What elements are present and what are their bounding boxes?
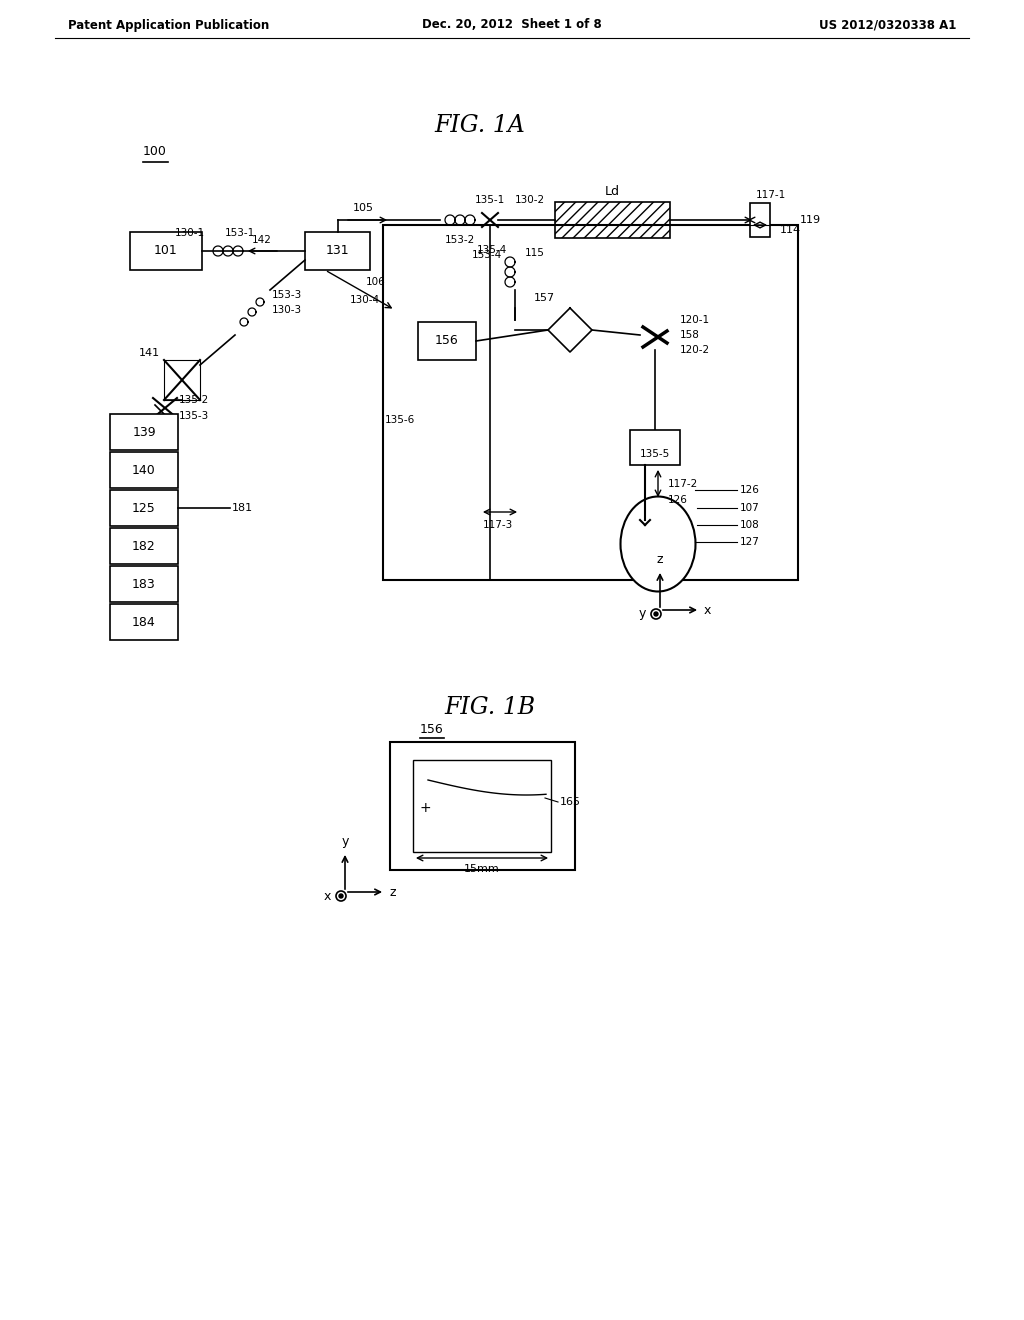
Text: 153-2: 153-2 <box>444 235 475 246</box>
Bar <box>630 430 680 465</box>
Bar <box>555 202 670 238</box>
Text: 140: 140 <box>132 463 156 477</box>
Text: 105: 105 <box>352 203 374 213</box>
Bar <box>110 451 178 488</box>
Text: 100: 100 <box>143 145 167 158</box>
Text: 125: 125 <box>132 502 156 515</box>
Text: z: z <box>656 553 664 566</box>
Text: 153-4: 153-4 <box>472 249 502 260</box>
Text: 165: 165 <box>560 797 581 807</box>
Text: 184: 184 <box>132 615 156 628</box>
Bar <box>110 490 178 525</box>
Text: 130-1: 130-1 <box>175 228 205 238</box>
Text: FIG. 1B: FIG. 1B <box>444 697 536 719</box>
Text: 183: 183 <box>132 578 156 590</box>
Text: 101: 101 <box>155 244 178 257</box>
Text: 130-3: 130-3 <box>272 305 302 315</box>
Text: 130-4: 130-4 <box>350 294 380 305</box>
Bar <box>110 528 178 564</box>
Text: 117-1: 117-1 <box>756 190 786 201</box>
Text: FIG. 1A: FIG. 1A <box>434 114 525 136</box>
Bar <box>413 760 551 851</box>
Text: 141: 141 <box>139 348 160 358</box>
Text: Ld: Ld <box>604 185 620 198</box>
Text: 127: 127 <box>740 537 760 546</box>
Text: y: y <box>341 836 349 847</box>
Bar <box>110 566 178 602</box>
Circle shape <box>654 612 658 616</box>
Text: Dec. 20, 2012  Sheet 1 of 8: Dec. 20, 2012 Sheet 1 of 8 <box>422 18 602 32</box>
Text: 139: 139 <box>132 425 156 438</box>
Text: 120-2: 120-2 <box>680 345 710 355</box>
Bar <box>130 232 202 271</box>
Text: US 2012/0320338 A1: US 2012/0320338 A1 <box>818 18 956 32</box>
Text: 115: 115 <box>525 248 545 257</box>
Bar <box>750 203 770 238</box>
Text: 182: 182 <box>132 540 156 553</box>
Text: 131: 131 <box>326 244 349 257</box>
Text: 117-2: 117-2 <box>668 479 698 488</box>
Bar <box>110 605 178 640</box>
Bar <box>390 742 575 870</box>
Text: 130-2: 130-2 <box>515 195 545 205</box>
Text: 153-3: 153-3 <box>272 290 302 300</box>
Bar <box>305 232 370 271</box>
Ellipse shape <box>621 496 695 591</box>
Text: 15mm: 15mm <box>464 865 500 874</box>
Text: 117-3: 117-3 <box>483 520 513 531</box>
Text: 135-3: 135-3 <box>179 411 209 421</box>
Text: Patent Application Publication: Patent Application Publication <box>68 18 269 32</box>
Text: 135-4: 135-4 <box>477 246 507 255</box>
Bar <box>383 224 798 579</box>
Text: 135-5: 135-5 <box>640 449 670 459</box>
Bar <box>418 322 476 360</box>
Text: 135-2: 135-2 <box>179 395 209 405</box>
Text: 126: 126 <box>668 495 688 506</box>
Text: 135-6: 135-6 <box>385 414 415 425</box>
Text: 135-1: 135-1 <box>475 195 505 205</box>
Text: 119: 119 <box>800 215 821 224</box>
Text: x: x <box>705 603 712 616</box>
Text: 153-1: 153-1 <box>225 228 255 238</box>
Text: 158: 158 <box>680 330 699 341</box>
Text: 114: 114 <box>780 224 801 235</box>
Text: 106: 106 <box>366 277 386 286</box>
Text: 156: 156 <box>420 723 443 737</box>
Text: 181: 181 <box>232 503 253 513</box>
Text: 108: 108 <box>740 520 760 531</box>
Text: z: z <box>389 886 395 899</box>
Text: y: y <box>639 607 646 620</box>
Bar <box>110 414 178 450</box>
Text: +: + <box>419 801 431 814</box>
Text: 156: 156 <box>435 334 459 347</box>
Text: 120-1: 120-1 <box>680 315 710 325</box>
Text: 126: 126 <box>740 484 760 495</box>
Text: x: x <box>324 890 331 903</box>
Circle shape <box>339 894 343 898</box>
Polygon shape <box>548 308 592 352</box>
Text: 157: 157 <box>534 293 555 304</box>
Text: 142: 142 <box>252 235 272 246</box>
Text: 107: 107 <box>740 503 760 513</box>
